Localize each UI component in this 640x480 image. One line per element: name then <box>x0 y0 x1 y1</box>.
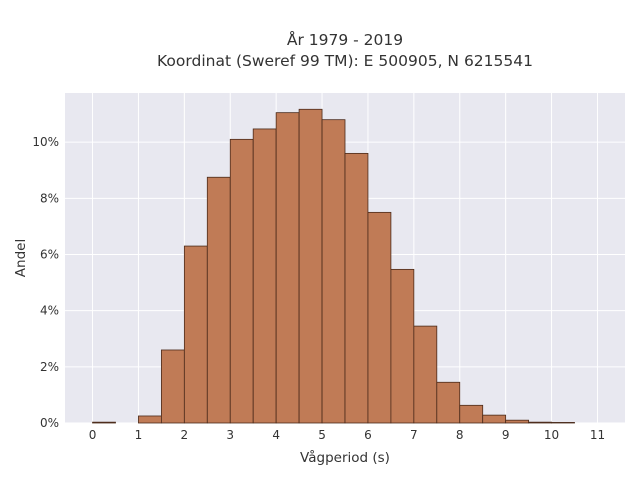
y-tick-label-0: 0% <box>40 416 59 430</box>
x-tick-label-3: 3 <box>226 428 234 442</box>
histogram-bar-11 <box>367 211 392 424</box>
x-axis-ticks: 0 1 2 3 4 5 6 7 8 9 10 11 <box>89 428 605 442</box>
x-tick-label-8: 8 <box>456 428 464 442</box>
histogram-bar-13 <box>413 325 438 424</box>
histogram-bar-3 <box>183 245 208 424</box>
y-axis-ticks: 0% 2% 4% 6% 8% 10% <box>32 135 59 430</box>
x-axis-label: Vågperiod (s) <box>300 449 390 466</box>
histogram-bar-8 <box>298 108 323 424</box>
x-tick-label-1: 1 <box>135 428 143 442</box>
histogram-bar-16 <box>482 414 507 424</box>
x-tick-label-10: 10 <box>544 428 559 442</box>
y-tick-label-3: 6% <box>40 247 59 261</box>
x-tick-label-5: 5 <box>318 428 326 442</box>
histogram-bar-4 <box>206 176 231 424</box>
y-tick-label-1: 2% <box>40 360 59 374</box>
y-tick-label-5: 10% <box>32 135 59 149</box>
x-tick-label-2: 2 <box>181 428 189 442</box>
histogram-bar-1 <box>138 415 162 424</box>
histogram-bar-10 <box>344 152 369 424</box>
x-tick-label-0: 0 <box>89 428 97 442</box>
histogram-bar-0 <box>92 421 116 424</box>
y-tick-label-2: 4% <box>40 304 59 318</box>
histogram-bars <box>92 108 575 424</box>
y-axis-label: Andel <box>13 239 29 277</box>
histogram-bar-9 <box>321 119 346 424</box>
histogram-bar-15 <box>459 404 484 424</box>
x-tick-label-9: 9 <box>502 428 510 442</box>
x-tick-label-7: 7 <box>410 428 418 442</box>
histogram-bar-7 <box>275 112 300 424</box>
x-tick-label-11: 11 <box>590 428 605 442</box>
histogram-bar-19 <box>551 422 575 424</box>
chart-title-line-1: År 1979 - 2019 <box>287 30 403 49</box>
y-tick-label-4: 8% <box>40 191 59 205</box>
histogram-bar-17 <box>505 419 530 424</box>
x-tick-label-4: 4 <box>272 428 280 442</box>
histogram-bar-5 <box>229 138 254 424</box>
histogram-bar-2 <box>160 349 185 424</box>
histogram-bar-6 <box>252 128 277 424</box>
histogram-bar-12 <box>390 268 415 424</box>
histogram-bar-18 <box>528 421 552 424</box>
x-tick-label-6: 6 <box>364 428 372 442</box>
histogram-bar-14 <box>436 381 461 424</box>
chart-title-line-2: Koordinat (Sweref 99 TM): E 500905, N 62… <box>157 52 533 70</box>
